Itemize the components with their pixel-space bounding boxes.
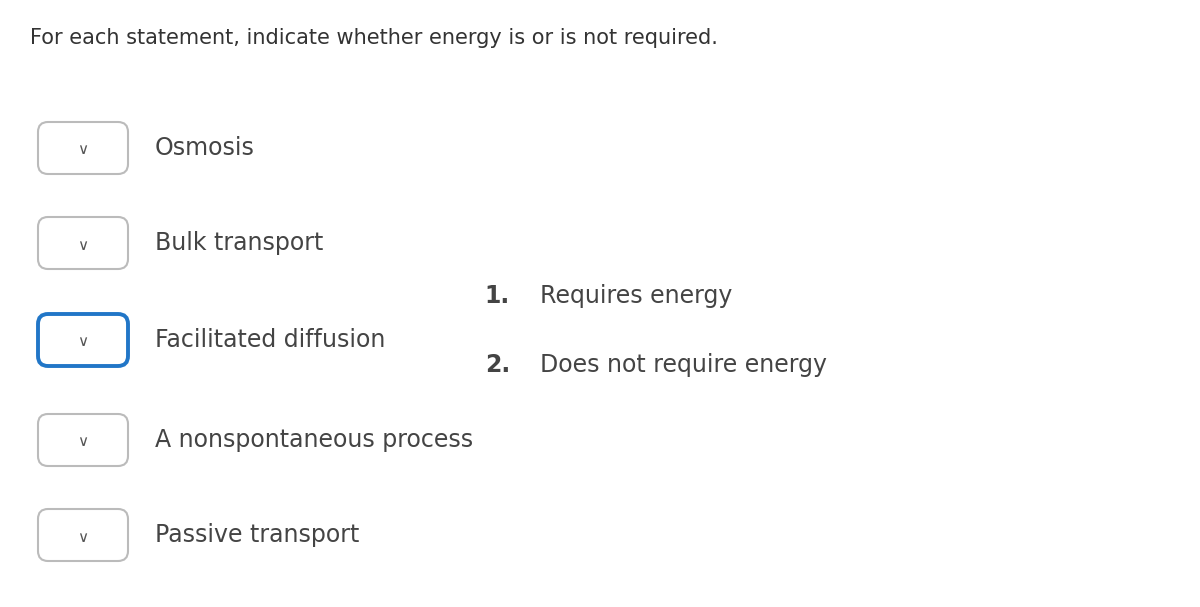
Text: A nonspontaneous process: A nonspontaneous process [155,428,473,452]
Text: Bulk transport: Bulk transport [155,231,323,255]
Text: ∨: ∨ [78,334,89,350]
Text: 1.: 1. [485,284,510,308]
FancyBboxPatch shape [38,122,128,174]
Text: Facilitated diffusion: Facilitated diffusion [155,328,385,352]
Text: Requires energy: Requires energy [540,284,732,308]
Text: 2.: 2. [485,353,510,377]
Text: Osmosis: Osmosis [155,136,254,160]
Text: For each statement, indicate whether energy is or is not required.: For each statement, indicate whether ene… [30,28,718,48]
FancyBboxPatch shape [38,414,128,466]
FancyBboxPatch shape [38,314,128,366]
Text: ∨: ∨ [78,435,89,450]
Text: ∨: ∨ [78,529,89,544]
FancyBboxPatch shape [38,509,128,561]
Text: Does not require energy: Does not require energy [540,353,827,377]
Text: ∨: ∨ [78,237,89,253]
Text: ∨: ∨ [78,143,89,157]
Text: Passive transport: Passive transport [155,523,359,547]
FancyBboxPatch shape [38,217,128,269]
